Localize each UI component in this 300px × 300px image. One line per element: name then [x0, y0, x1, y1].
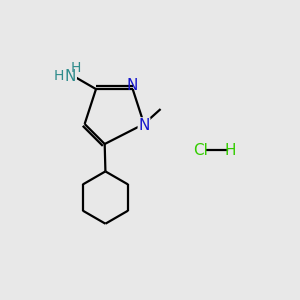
Text: Cl: Cl — [193, 142, 208, 158]
Text: N: N — [65, 69, 76, 84]
Text: N: N — [138, 118, 150, 133]
Text: H: H — [71, 61, 81, 74]
Text: H: H — [224, 142, 236, 158]
Text: N: N — [127, 78, 138, 93]
Text: H: H — [54, 69, 64, 83]
